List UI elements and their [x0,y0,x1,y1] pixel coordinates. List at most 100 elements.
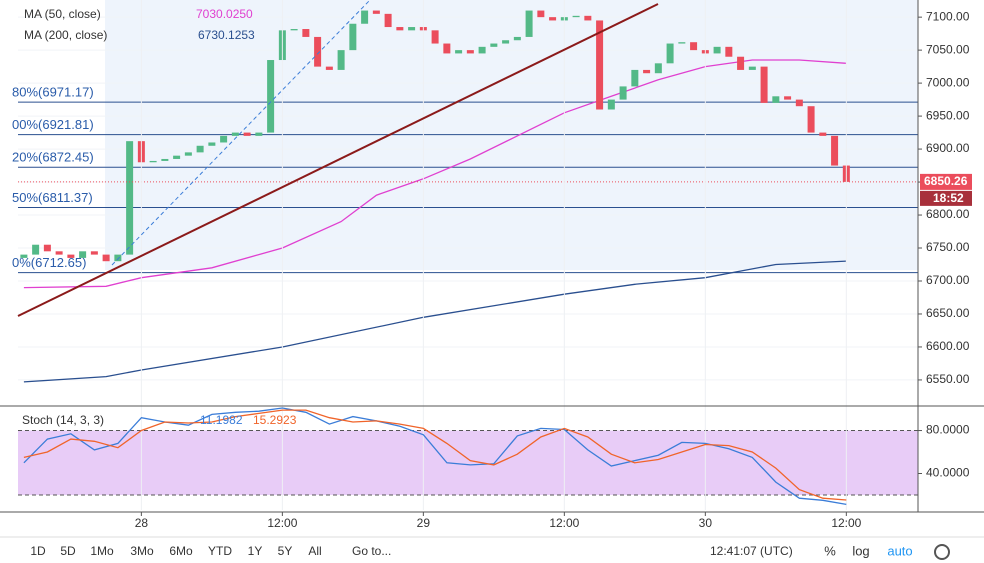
x-tick-label: 28 [135,516,149,530]
range-button[interactable]: 3Mo [130,544,154,558]
scale-option[interactable]: log [852,543,869,558]
candle-body [572,15,580,18]
legend-ma50: MA (50, close) [24,7,101,21]
candle-body [784,96,792,100]
trend-line [17,3,659,317]
candle-body [43,244,51,252]
candle-body [220,135,228,143]
stoch-title: Stoch (14, 3, 3) [22,413,104,427]
candle-body [231,132,239,136]
y-tick-label: 7050.00 [926,42,970,56]
range-button[interactable]: YTD [208,544,232,558]
candle-body [243,132,251,136]
candle-body [725,46,733,57]
y-tick-label: 6950.00 [926,108,970,122]
candle-body [643,69,651,74]
x-tick-label: 12:00 [267,516,297,530]
fib-label: 0%(6712.65) [12,255,86,270]
candle-body [208,142,216,146]
candle-body [361,10,369,24]
range-button[interactable]: 1D [30,544,46,558]
candle-body [384,13,392,28]
candle-body [431,30,439,44]
candle-body [349,23,357,51]
candle-body [584,15,592,21]
range-button[interactable]: 1Mo [90,544,114,558]
candle-body [102,254,110,262]
candle-body [196,145,204,153]
candle-body [490,43,498,47]
candle-body [631,69,639,87]
candle-body [114,254,122,262]
stoch-d-value: 15.2923 [253,413,297,427]
y-tick-label: 6750.00 [926,240,970,254]
candle-body [537,10,545,18]
candle-body [184,152,192,156]
moving-average [23,59,847,289]
candle-body [161,158,169,161]
fib-label: 20%(6872.45) [12,150,94,165]
candle-body [737,56,745,70]
candle-body [619,86,627,100]
y-tick-label: 6800.00 [926,207,970,221]
candle-body [267,60,275,133]
scale-option[interactable]: % [824,543,836,558]
x-tick-label: 12:00 [549,516,579,530]
y-tick-label: 6550.00 [926,372,970,386]
candle-body [478,46,486,54]
candle-body [443,43,451,54]
candle-body [666,43,674,64]
candle-body [795,99,803,107]
candle-body [819,132,827,136]
candle-body [513,36,521,41]
last-price-label: 6850.26 [924,174,968,188]
candle-body [455,50,463,54]
candle-body [290,29,298,31]
range-button[interactable]: 5D [60,544,76,558]
y-tick-label: 6600.00 [926,339,970,353]
projection-line [111,0,371,266]
candle-body [748,66,756,70]
goto-button[interactable]: Go to... [352,544,391,558]
fib-label: 80%(6971.17) [12,85,94,100]
candle-body [690,42,698,51]
range-button[interactable]: 6Mo [169,544,193,558]
stoch-k-value: 11.1982 [200,413,243,427]
candle-body [20,254,28,258]
candle-body [807,106,815,133]
x-tick-label: 30 [699,516,713,530]
candle-body [772,96,780,103]
candle-body [126,141,134,255]
y-tick-label: 6650.00 [926,306,970,320]
range-button[interactable]: 5Y [278,544,293,558]
y-tick-label: 80.0000 [926,423,970,437]
candle-body [314,36,322,67]
y-tick-label: 7000.00 [926,75,970,89]
fib-label: 00%(6921.81) [12,117,94,132]
candle-body [596,20,604,110]
candle-body [760,66,768,103]
candle-body [396,27,404,31]
range-button[interactable]: All [308,544,321,558]
legend-ma50-value: 7030.0250 [196,7,253,21]
candle-body [678,42,686,44]
stoch-line [23,409,847,501]
candle-body [372,10,380,14]
candle-body [408,27,416,31]
moving-average [23,260,847,383]
candle-body [337,50,345,70]
candle-body [502,40,510,44]
candle-body [466,50,474,54]
countdown-box [920,190,972,206]
legend-ma200: MA (200, close) [24,28,107,42]
range-button[interactable]: 1Y [248,544,263,558]
scale-option[interactable]: auto [887,543,912,558]
candle-body [654,63,662,74]
y-tick-label: 6900.00 [926,141,970,155]
candle-body [713,46,721,54]
settings-icon[interactable] [934,544,950,560]
candle-body [255,132,263,136]
candle-body [325,66,333,70]
x-tick-label: 29 [417,516,431,530]
